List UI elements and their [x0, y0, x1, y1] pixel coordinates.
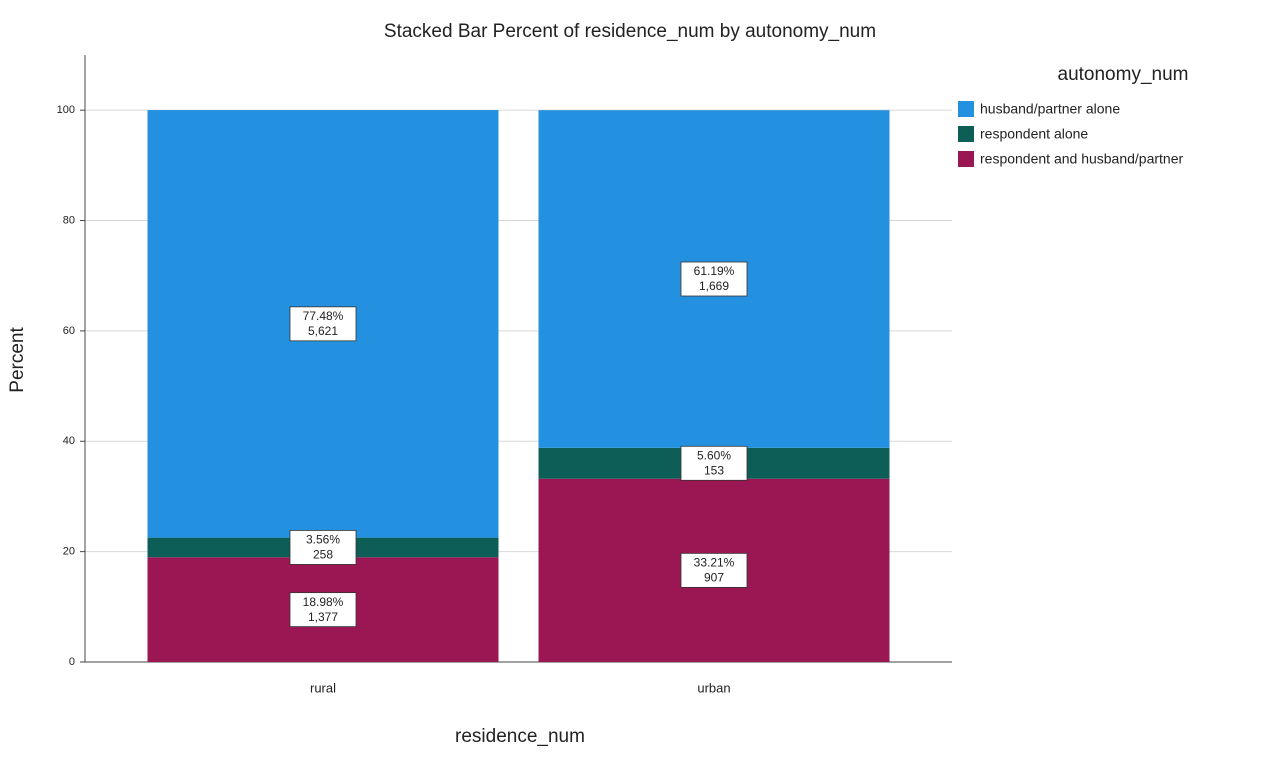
- segment-count-label: 258: [313, 548, 333, 562]
- segment-label-box: [289, 306, 357, 342]
- segment-label-box: [680, 445, 748, 481]
- segment-percent-label: 61.19%: [694, 264, 735, 278]
- segment-label-box: [289, 592, 357, 628]
- segment-percent-label: 5.60%: [697, 448, 731, 462]
- y-tick-label: 40: [63, 435, 75, 447]
- segment-count-label: 153: [704, 463, 724, 477]
- legend-title: autonomy_num: [1058, 64, 1189, 85]
- segment-count-label: 1,669: [699, 279, 729, 293]
- segment-count-label: 907: [704, 571, 724, 585]
- segment-count-label: 1,377: [308, 610, 338, 624]
- x-tick-label: rural: [310, 680, 336, 695]
- y-axis-title: Percent: [7, 327, 28, 393]
- x-tick-label: urban: [697, 680, 730, 695]
- chart-title: Stacked Bar Percent of residence_num by …: [384, 21, 876, 42]
- legend-label: husband/partner alone: [980, 101, 1120, 117]
- legend-label: respondent and husband/partner: [980, 151, 1183, 167]
- segment-percent-label: 33.21%: [694, 556, 735, 570]
- y-tick-label: 0: [69, 656, 75, 668]
- y-tick-label: 80: [63, 214, 75, 226]
- legend-label: respondent alone: [980, 126, 1088, 142]
- y-tick-label: 20: [63, 546, 75, 558]
- legend-swatch: [958, 126, 974, 142]
- segment-label-box: [289, 530, 357, 565]
- x-axis-title: residence_num: [455, 726, 585, 747]
- segment-percent-label: 3.56%: [306, 533, 340, 547]
- segment-label-box: [680, 552, 748, 588]
- legend-swatch: [958, 101, 974, 117]
- segment-count-label: 5,621: [308, 324, 338, 338]
- legend-swatch: [958, 151, 974, 167]
- y-tick-label: 100: [57, 104, 75, 116]
- segment-percent-label: 18.98%: [303, 595, 344, 609]
- segment-percent-label: 77.48%: [303, 309, 344, 323]
- y-tick-label: 60: [63, 325, 75, 337]
- segment-label-box: [680, 261, 748, 297]
